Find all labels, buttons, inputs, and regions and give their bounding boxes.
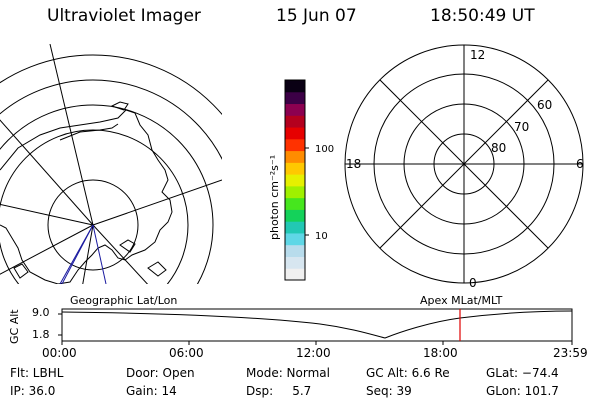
colorbar-band [285,150,305,163]
colorbar-band [285,209,305,222]
colorbar-band [285,127,305,140]
colorbar-frame [284,79,306,281]
colorbar-tick-10: 10 [315,231,328,242]
colorbar-band [285,185,305,199]
orbit-x-tick-0600: 06:00 [169,346,204,360]
ip-status: IP: 36.0 [10,384,56,398]
orbit-x-tick-1800: 18:00 [423,346,458,360]
colorbar-unit-label: photon cm⁻²s⁻¹ [268,155,281,240]
gc-alt-status: GC Alt: 6.6 Re [366,366,450,380]
colorbar-band [285,91,305,105]
colorbar-band [285,256,305,269]
colorbar [285,80,305,281]
instrument-title: Ultraviolet Imager [47,6,201,26]
mlt-label-0: 0 [469,276,477,290]
filter-status: Flt: LBHL [10,366,64,380]
glon-status: GLon: 101.7 [486,384,559,398]
polar-plot [344,44,584,284]
dsp-status: Dsp: 5.7 [246,384,312,398]
colorbar-band [285,221,305,234]
colorbar-band [285,232,305,246]
mlat-label-60: 60 [537,98,552,112]
mode-status: Mode: Normal [246,366,330,380]
colorbar-band [285,174,305,187]
seq-status: Seq: 39 [366,384,412,398]
orbit-x-tick-1200: 12:00 [296,346,331,360]
colorbar-band [285,80,305,93]
colorbar-band [285,197,305,210]
colorbar-band [285,162,305,175]
door-status: Door: Open [126,366,195,380]
geo-map-label: Geographic Lat/Lon [70,294,178,307]
colorbar-band [285,103,305,116]
orbit-altitude-curve [61,310,573,339]
mlat-label-80: 80 [491,141,506,155]
observation-time: 18:50:49 UT [430,6,535,26]
orbit-y-tick-9: 9.0 [32,306,50,319]
orbit-y-axis-label: GC Alt [8,309,21,344]
colorbar-band [285,244,305,257]
glat-status: GLat: −74.4 [486,366,559,380]
polar-plot-label: Apex MLat/MLT [420,294,503,307]
gain-status: Gain: 14 [126,384,177,398]
orbit-y-tick-1.8: 1.8 [32,328,50,341]
colorbar-tick-100: 100 [315,144,334,155]
orbit-x-tick-0000: 00:00 [42,346,77,360]
colorbar-band [285,138,305,152]
colorbar-band [285,268,305,281]
observation-date: 15 Jun 07 [276,6,357,26]
mlat-label-70: 70 [514,120,529,134]
mlt-label-18: 18 [346,157,361,171]
orbit-plot-frame [61,308,573,342]
geographic-map [0,44,222,284]
mlt-label-6: 6 [576,157,584,171]
orbit-x-tick-2359: 23:59 [553,346,588,360]
mlt-label-12: 12 [470,48,485,62]
colorbar-band [285,115,305,128]
